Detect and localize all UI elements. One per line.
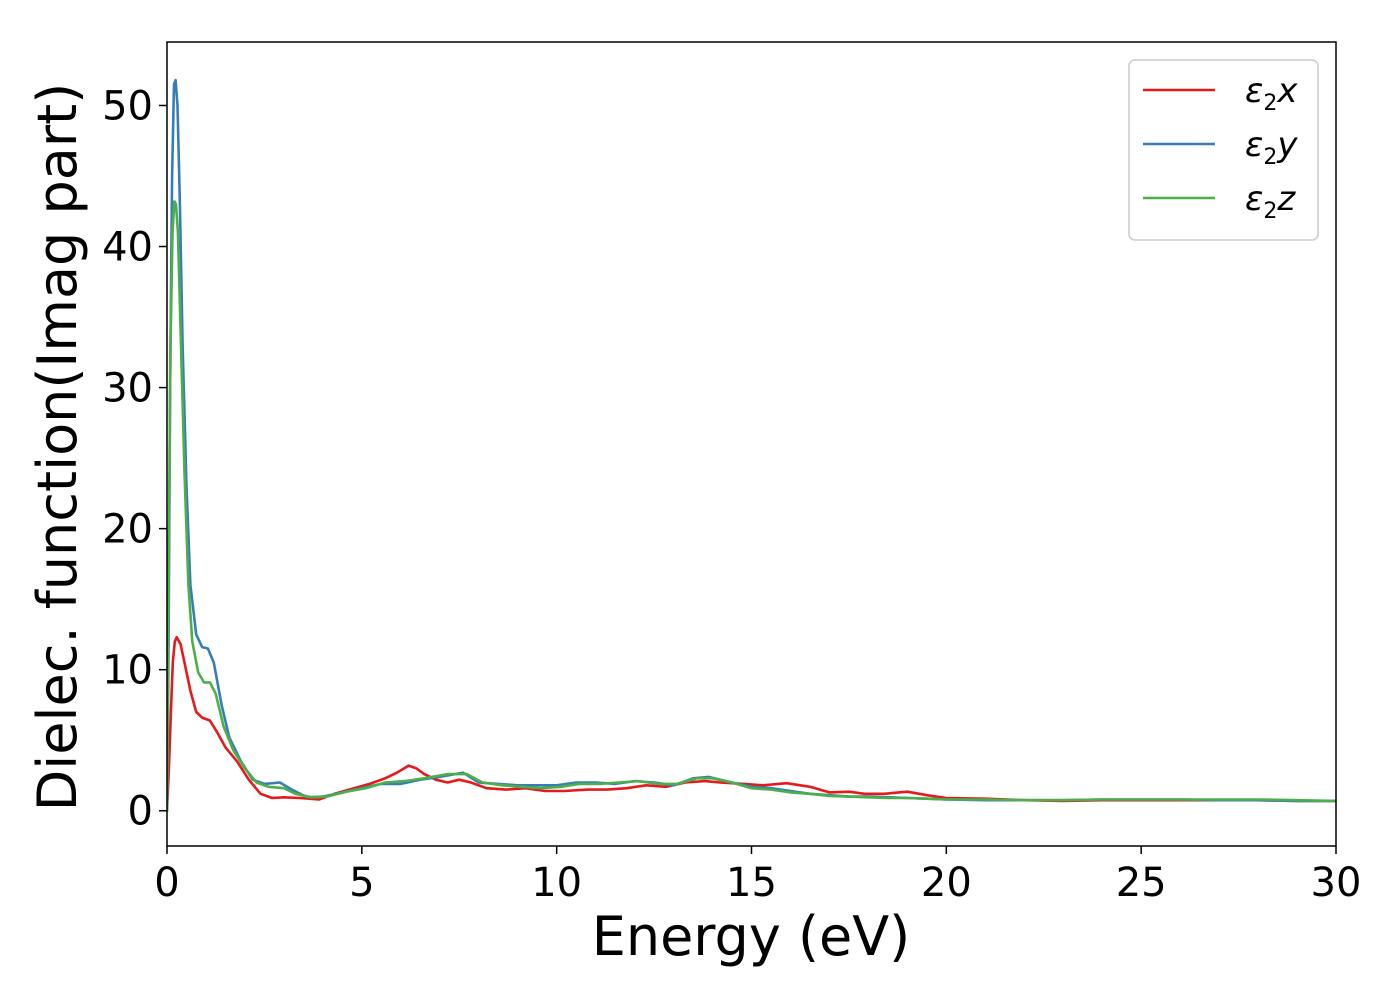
legend-box [1128, 59, 1319, 241]
x-axis-label: Energy (eV) [592, 905, 911, 968]
y-tick-label: 10 [102, 648, 153, 694]
y-axis-label: Dielec. function(Imag part) [26, 83, 89, 812]
y-tick-label: 50 [102, 83, 153, 129]
x-axis: 0 5 10 15 20 25 30 [154, 846, 1361, 906]
x-tick-label: 10 [531, 860, 582, 906]
x-tick-label: 0 [154, 860, 179, 906]
x-tick-label: 20 [921, 860, 972, 906]
y-tick-label: 30 [102, 366, 153, 412]
x-tick-label: 25 [1116, 860, 1167, 906]
y-axis: 0 10 20 30 40 50 [102, 83, 167, 835]
series-layer [167, 78, 1336, 812]
legend-label-z: ε2z [1245, 179, 1296, 224]
x-tick-label: 30 [1311, 860, 1362, 906]
legend: ε2x ε2y ε2z [1128, 59, 1319, 241]
y-tick-label: 40 [102, 225, 153, 271]
x-tick-label: 5 [349, 860, 374, 906]
series-line-z [167, 200, 1336, 812]
legend-label-y: ε2y [1245, 125, 1298, 170]
series-line-x [167, 635, 1336, 812]
legend-label-x: ε2x [1245, 71, 1298, 116]
x-tick-label: 15 [726, 860, 777, 906]
y-tick-label: 20 [102, 507, 153, 553]
y-tick-label: 0 [128, 789, 153, 835]
